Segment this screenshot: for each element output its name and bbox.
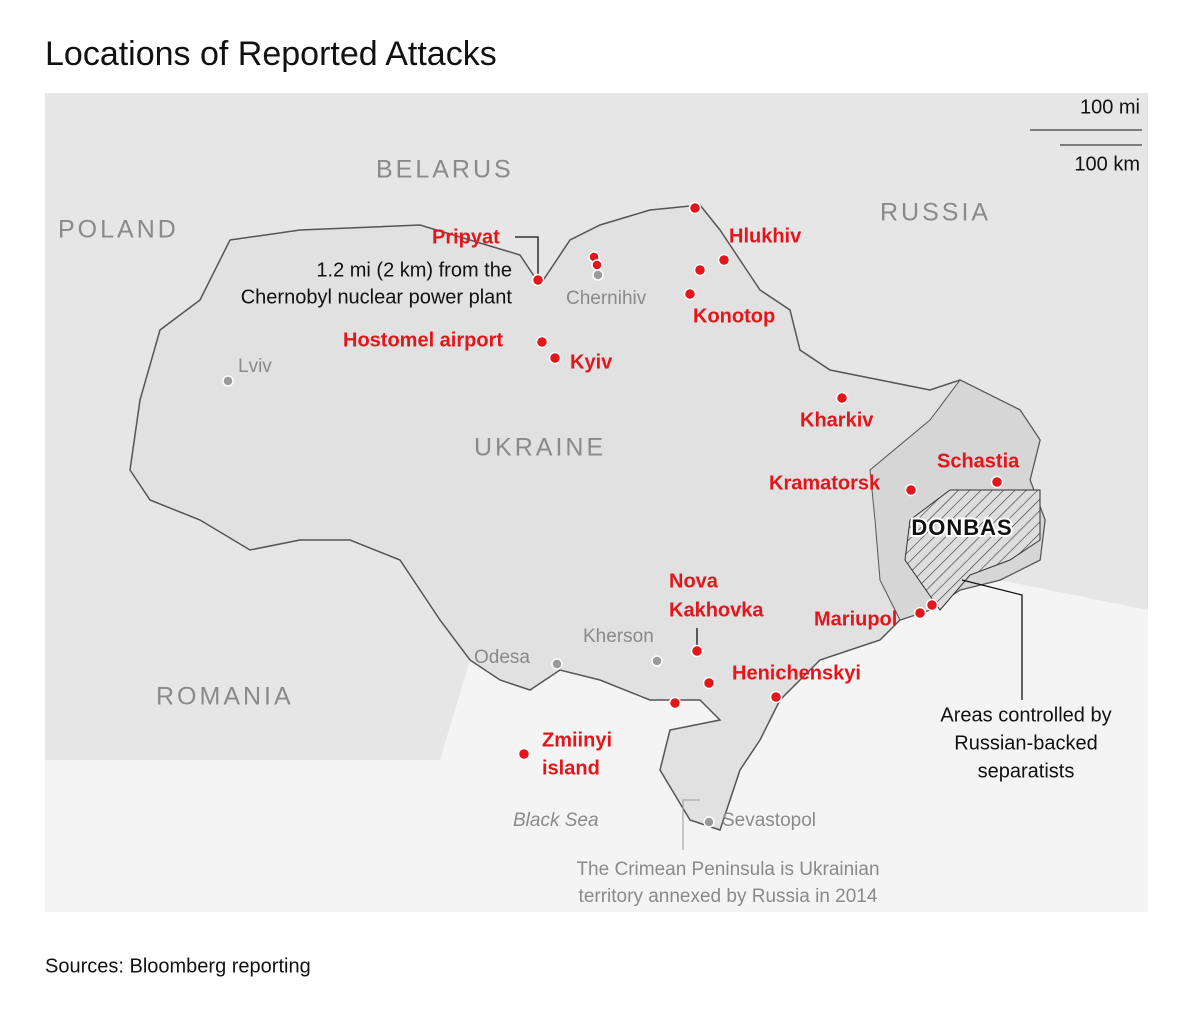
attack-label: Kramatorsk — [769, 472, 881, 494]
cities: Lviv Chernihiv Kherson Odesa Sevastopol … — [222, 269, 816, 831]
attack-label: island — [542, 757, 600, 779]
leaders — [515, 236, 1023, 850]
country: POLAND — [58, 216, 179, 244]
attack-label: Mariupol — [814, 608, 897, 630]
annotation: territory annexed by Russia in 2014 — [579, 886, 878, 907]
country: RUSSIA — [880, 199, 991, 227]
annotation: 1.2 mi (2 km) from the — [316, 259, 512, 281]
city: Kherson — [583, 626, 654, 647]
country-labels: BELARUS POLAND RUSSIA UKRAINE ROMANIA — [58, 156, 991, 711]
source: Sources: Bloomberg reporting — [45, 955, 311, 977]
attack-label: Kharkiv — [800, 409, 874, 431]
water-label: Black Sea — [513, 810, 599, 831]
attack-label: Kakhovka — [669, 599, 764, 621]
city: Chernihiv — [566, 288, 647, 309]
attack-label: Pripyat — [432, 226, 500, 248]
city: Lviv — [238, 356, 272, 377]
city: Odesa — [474, 647, 530, 668]
scale-mi: 100 mi — [1080, 96, 1140, 118]
annotation: separatists — [978, 760, 1075, 782]
ukraine-outline — [129, 204, 1046, 831]
donbas-label: DONBAS — [911, 515, 1012, 540]
annotation: Chernobyl nuclear power plant — [241, 286, 513, 308]
attack-label: Kyiv — [570, 351, 613, 373]
attack-label: Nova — [669, 570, 719, 592]
scale-bar: 100 mi 100 km — [1030, 96, 1142, 175]
separatist-area — [904, 489, 1041, 611]
city: Sevastopol — [722, 810, 816, 831]
attack-label: Konotop — [693, 305, 775, 327]
attack-label: Schastia — [937, 450, 1020, 472]
attack-label: Hlukhiv — [729, 225, 802, 247]
attack-label: Henichenskyi — [732, 662, 861, 684]
annotation: Russian-backed — [954, 732, 1097, 754]
annotation: The Crimean Peninsula is Ukrainian — [576, 859, 879, 880]
sea — [45, 580, 1148, 912]
title: Locations of Reported Attacks — [45, 35, 497, 73]
attack-label: Hostomel airport — [343, 329, 503, 351]
map — [45, 93, 1148, 912]
country: UKRAINE — [474, 434, 606, 462]
annotation: Areas controlled by — [940, 704, 1111, 726]
annotations: 1.2 mi (2 km) from the Chernobyl nuclear… — [241, 259, 1112, 907]
attack-label: Zmiinyi — [542, 729, 612, 751]
attack-dots — [517, 201, 1004, 761]
scale-km: 100 km — [1074, 153, 1140, 175]
attack-labels: Pripyat Hlukhiv Konotop Hostomel airport… — [343, 225, 1020, 779]
country: ROMANIA — [156, 683, 294, 711]
country: BELARUS — [376, 156, 514, 184]
